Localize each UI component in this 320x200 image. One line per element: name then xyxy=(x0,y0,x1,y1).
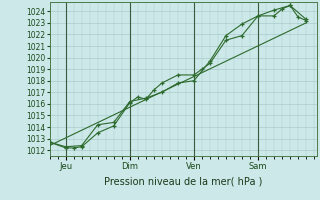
X-axis label: Pression niveau de la mer( hPa ): Pression niveau de la mer( hPa ) xyxy=(104,176,262,186)
